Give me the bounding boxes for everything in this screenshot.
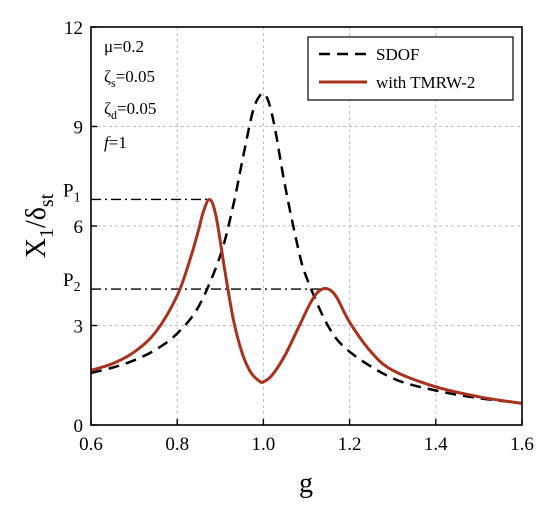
y-tick-label: 0 xyxy=(74,416,84,437)
legend: SDOF with TMRW-2 xyxy=(307,36,514,101)
y-tick-label: 3 xyxy=(74,317,84,338)
x-tick-label: 0.6 xyxy=(79,434,103,455)
param-f: f=1 xyxy=(104,133,127,152)
param-mu: μ=0.2 xyxy=(104,37,144,56)
x-tick-label: 1.6 xyxy=(510,434,534,455)
x-tick-label: 1.0 xyxy=(252,434,276,455)
series-group xyxy=(91,92,522,405)
y-tick-label: 12 xyxy=(64,18,83,39)
y-tick-label: 9 xyxy=(74,118,84,139)
legend-label-sdof: SDOF xyxy=(376,45,419,64)
x-tick-label: 0.8 xyxy=(165,434,189,455)
label-p2: P2 xyxy=(63,270,81,295)
label-p1: P1 xyxy=(63,180,81,205)
series-tmrw-line xyxy=(91,197,522,405)
x-tick-label: 1.4 xyxy=(424,434,448,455)
param-zeta-s: ζs=0.05 xyxy=(104,67,155,90)
legend-box xyxy=(307,36,514,101)
y-axis-label: X1/δst xyxy=(21,193,58,258)
legend-label-tmrw: with TMRW-2 xyxy=(376,73,475,92)
x-axis-label: g xyxy=(299,468,313,499)
axis-ticks: 0.6 0.8 1.0 1.2 1.4 1.6 0 3 6 9 12 xyxy=(64,18,534,455)
series-sdof-line xyxy=(91,92,522,405)
x-tick-label: 1.2 xyxy=(338,434,362,455)
param-zeta-d: ζd=0.05 xyxy=(104,99,156,122)
y-tick-label: 6 xyxy=(74,217,84,238)
parameter-block: μ=0.2 ζs=0.05 ζd=0.05 f=1 xyxy=(104,37,156,152)
